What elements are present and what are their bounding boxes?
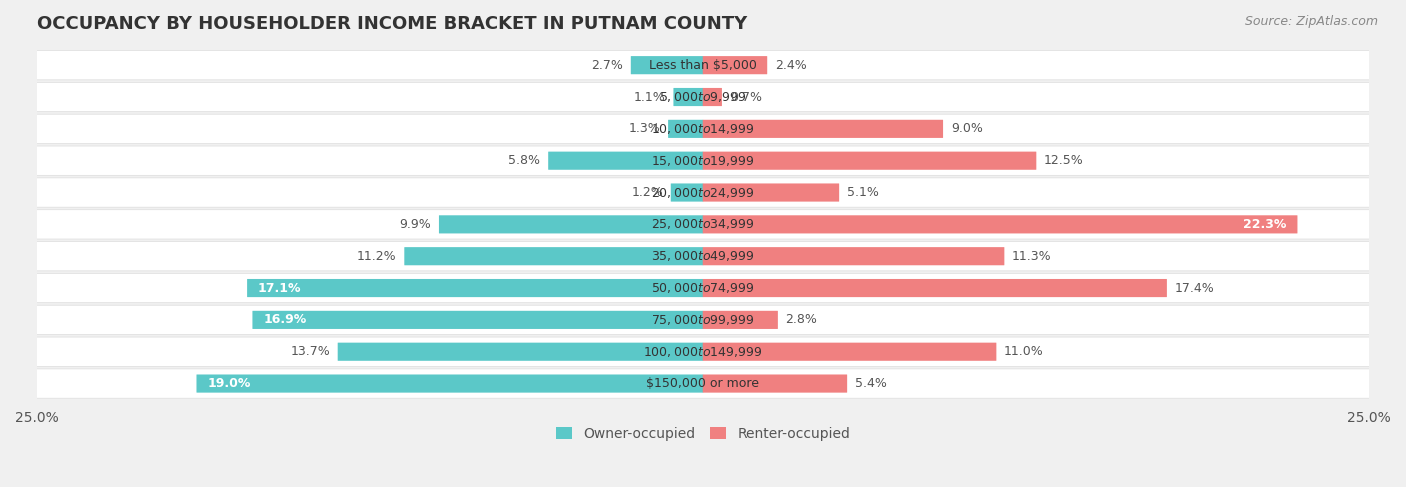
Text: $35,000 to $49,999: $35,000 to $49,999 (651, 249, 755, 263)
FancyBboxPatch shape (671, 184, 703, 202)
FancyBboxPatch shape (337, 343, 703, 361)
FancyBboxPatch shape (703, 151, 1036, 170)
Text: $15,000 to $19,999: $15,000 to $19,999 (651, 154, 755, 168)
FancyBboxPatch shape (35, 51, 1371, 80)
FancyBboxPatch shape (35, 82, 1371, 112)
FancyBboxPatch shape (253, 311, 703, 329)
Text: $25,000 to $34,999: $25,000 to $34,999 (651, 217, 755, 231)
Text: 11.0%: 11.0% (1004, 345, 1043, 358)
Text: $75,000 to $99,999: $75,000 to $99,999 (651, 313, 755, 327)
FancyBboxPatch shape (673, 88, 703, 106)
FancyBboxPatch shape (35, 178, 1371, 207)
FancyBboxPatch shape (703, 120, 943, 138)
FancyBboxPatch shape (668, 120, 703, 138)
FancyBboxPatch shape (703, 184, 839, 202)
Text: 2.7%: 2.7% (591, 58, 623, 72)
FancyBboxPatch shape (439, 215, 703, 233)
FancyBboxPatch shape (703, 88, 721, 106)
Text: 11.2%: 11.2% (357, 250, 396, 262)
FancyBboxPatch shape (247, 279, 703, 297)
Text: $100,000 to $149,999: $100,000 to $149,999 (644, 345, 762, 359)
FancyBboxPatch shape (35, 210, 1371, 239)
FancyBboxPatch shape (703, 375, 848, 393)
Text: 5.1%: 5.1% (846, 186, 879, 199)
FancyBboxPatch shape (197, 375, 703, 393)
FancyBboxPatch shape (35, 337, 1371, 366)
FancyBboxPatch shape (703, 247, 1004, 265)
FancyBboxPatch shape (35, 369, 1371, 398)
Text: 17.1%: 17.1% (259, 281, 301, 295)
FancyBboxPatch shape (35, 146, 1371, 175)
Text: 19.0%: 19.0% (208, 377, 250, 390)
Text: $50,000 to $74,999: $50,000 to $74,999 (651, 281, 755, 295)
Text: $5,000 to $9,999: $5,000 to $9,999 (659, 90, 747, 104)
Legend: Owner-occupied, Renter-occupied: Owner-occupied, Renter-occupied (550, 421, 856, 446)
Text: $20,000 to $24,999: $20,000 to $24,999 (651, 186, 755, 200)
FancyBboxPatch shape (35, 273, 1371, 303)
FancyBboxPatch shape (703, 279, 1167, 297)
Text: OCCUPANCY BY HOUSEHOLDER INCOME BRACKET IN PUTNAM COUNTY: OCCUPANCY BY HOUSEHOLDER INCOME BRACKET … (37, 15, 747, 33)
Text: 5.4%: 5.4% (855, 377, 887, 390)
Text: 1.3%: 1.3% (628, 122, 661, 135)
Text: 16.9%: 16.9% (263, 313, 307, 326)
FancyBboxPatch shape (703, 215, 1298, 233)
Text: 2.4%: 2.4% (775, 58, 807, 72)
Text: 9.0%: 9.0% (950, 122, 983, 135)
Text: $150,000 or more: $150,000 or more (647, 377, 759, 390)
FancyBboxPatch shape (405, 247, 703, 265)
FancyBboxPatch shape (631, 56, 703, 74)
Text: Less than $5,000: Less than $5,000 (650, 58, 756, 72)
Text: 1.1%: 1.1% (634, 91, 665, 104)
Text: 5.8%: 5.8% (509, 154, 540, 167)
FancyBboxPatch shape (548, 151, 703, 170)
FancyBboxPatch shape (35, 242, 1371, 271)
Text: 17.4%: 17.4% (1174, 281, 1215, 295)
FancyBboxPatch shape (35, 114, 1371, 144)
Text: 11.3%: 11.3% (1012, 250, 1052, 262)
Text: 1.2%: 1.2% (631, 186, 664, 199)
FancyBboxPatch shape (35, 305, 1371, 335)
Text: 13.7%: 13.7% (290, 345, 330, 358)
Text: 0.7%: 0.7% (730, 91, 762, 104)
FancyBboxPatch shape (703, 311, 778, 329)
Text: 12.5%: 12.5% (1045, 154, 1084, 167)
Text: 2.8%: 2.8% (786, 313, 817, 326)
Text: Source: ZipAtlas.com: Source: ZipAtlas.com (1244, 15, 1378, 28)
FancyBboxPatch shape (703, 343, 997, 361)
Text: 9.9%: 9.9% (399, 218, 432, 231)
Text: 22.3%: 22.3% (1243, 218, 1286, 231)
FancyBboxPatch shape (703, 56, 768, 74)
Text: $10,000 to $14,999: $10,000 to $14,999 (651, 122, 755, 136)
